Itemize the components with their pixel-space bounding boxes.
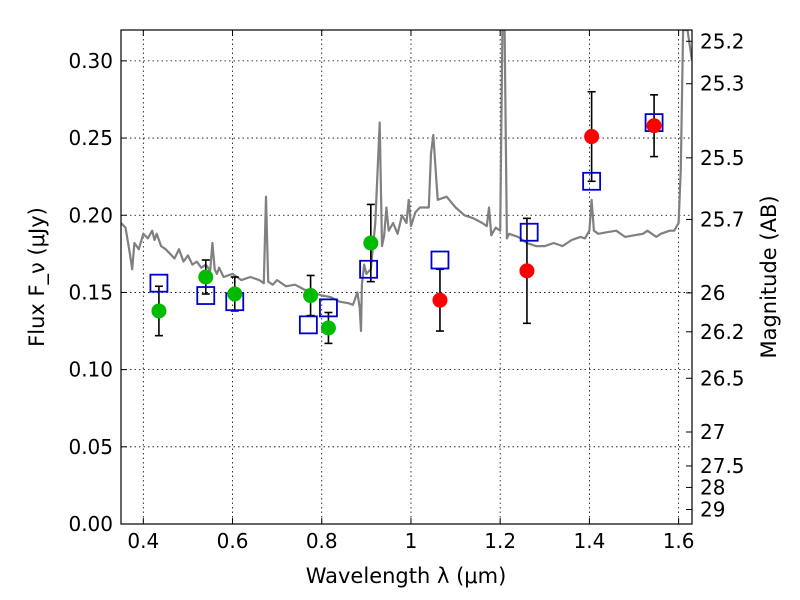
right-tick-label: 27.5 xyxy=(700,454,745,478)
model-point xyxy=(149,273,169,293)
observed-point xyxy=(584,129,600,145)
model-point xyxy=(298,315,318,335)
model-point xyxy=(582,171,602,191)
spectrum-line xyxy=(121,30,692,333)
x-tick-label: 0.4 xyxy=(127,529,159,553)
right-tick-label: 28 xyxy=(700,475,725,499)
x-axis-label: Wavelength λ (μm) xyxy=(306,564,507,588)
x-tick-label: 0.8 xyxy=(306,529,338,553)
y-tick-label: 0.10 xyxy=(68,358,113,382)
observed-point xyxy=(151,303,167,319)
right-tick-label: 25.2 xyxy=(700,29,745,53)
right-tick-label: 25.7 xyxy=(700,207,745,231)
plot-frame xyxy=(120,29,693,525)
model-spectrum xyxy=(121,30,692,333)
x-tick-label: 0.6 xyxy=(217,529,249,553)
right-tick-label: 25.5 xyxy=(700,146,745,170)
x-tick-label: 1.4 xyxy=(573,529,605,553)
x-tick-label: 1 xyxy=(405,529,418,553)
observed-point xyxy=(519,263,535,279)
axes: 0.4 0.6 0.8 1 1.2 1.4 1.6 0.00 0.05 0.10 0.15 0.20 0… xyxy=(68,29,744,553)
model-point xyxy=(430,250,450,270)
right-tick-label: 27 xyxy=(700,420,725,444)
y-tick-label: 0.25 xyxy=(68,126,113,150)
y-tick-label: 0.00 xyxy=(68,512,113,536)
y-axis-label: Flux F_ν (μJy) xyxy=(25,207,50,347)
y-tick-label: 0.20 xyxy=(68,203,113,227)
grid xyxy=(121,30,692,524)
observed-point xyxy=(320,320,336,336)
x-tick-label: 1.6 xyxy=(663,529,695,553)
y-tick-label: 0.30 xyxy=(68,49,113,73)
model-point xyxy=(196,286,216,305)
observed-point xyxy=(646,118,662,134)
photometry-markers xyxy=(149,90,664,345)
observed-point xyxy=(303,288,319,304)
observed-point xyxy=(198,269,214,285)
x-tick-label: 1.2 xyxy=(484,529,516,553)
y-tick-label: 0.15 xyxy=(68,280,113,304)
observed-point xyxy=(227,286,243,302)
right-tick-label: 26.5 xyxy=(700,366,745,390)
y-tick-label: 0.05 xyxy=(68,435,113,459)
right-tick-label: 26 xyxy=(700,281,725,305)
model-point xyxy=(519,222,539,242)
model-point xyxy=(359,259,378,279)
observed-point xyxy=(432,292,448,308)
right-tick-label: 29 xyxy=(700,497,725,521)
observed-point xyxy=(363,235,379,251)
right-tick-label: 26.2 xyxy=(700,320,745,344)
model-point xyxy=(319,298,338,318)
right-axis-label: Magnitude (AB) xyxy=(757,195,781,358)
right-tick-label: 25.3 xyxy=(700,72,745,96)
